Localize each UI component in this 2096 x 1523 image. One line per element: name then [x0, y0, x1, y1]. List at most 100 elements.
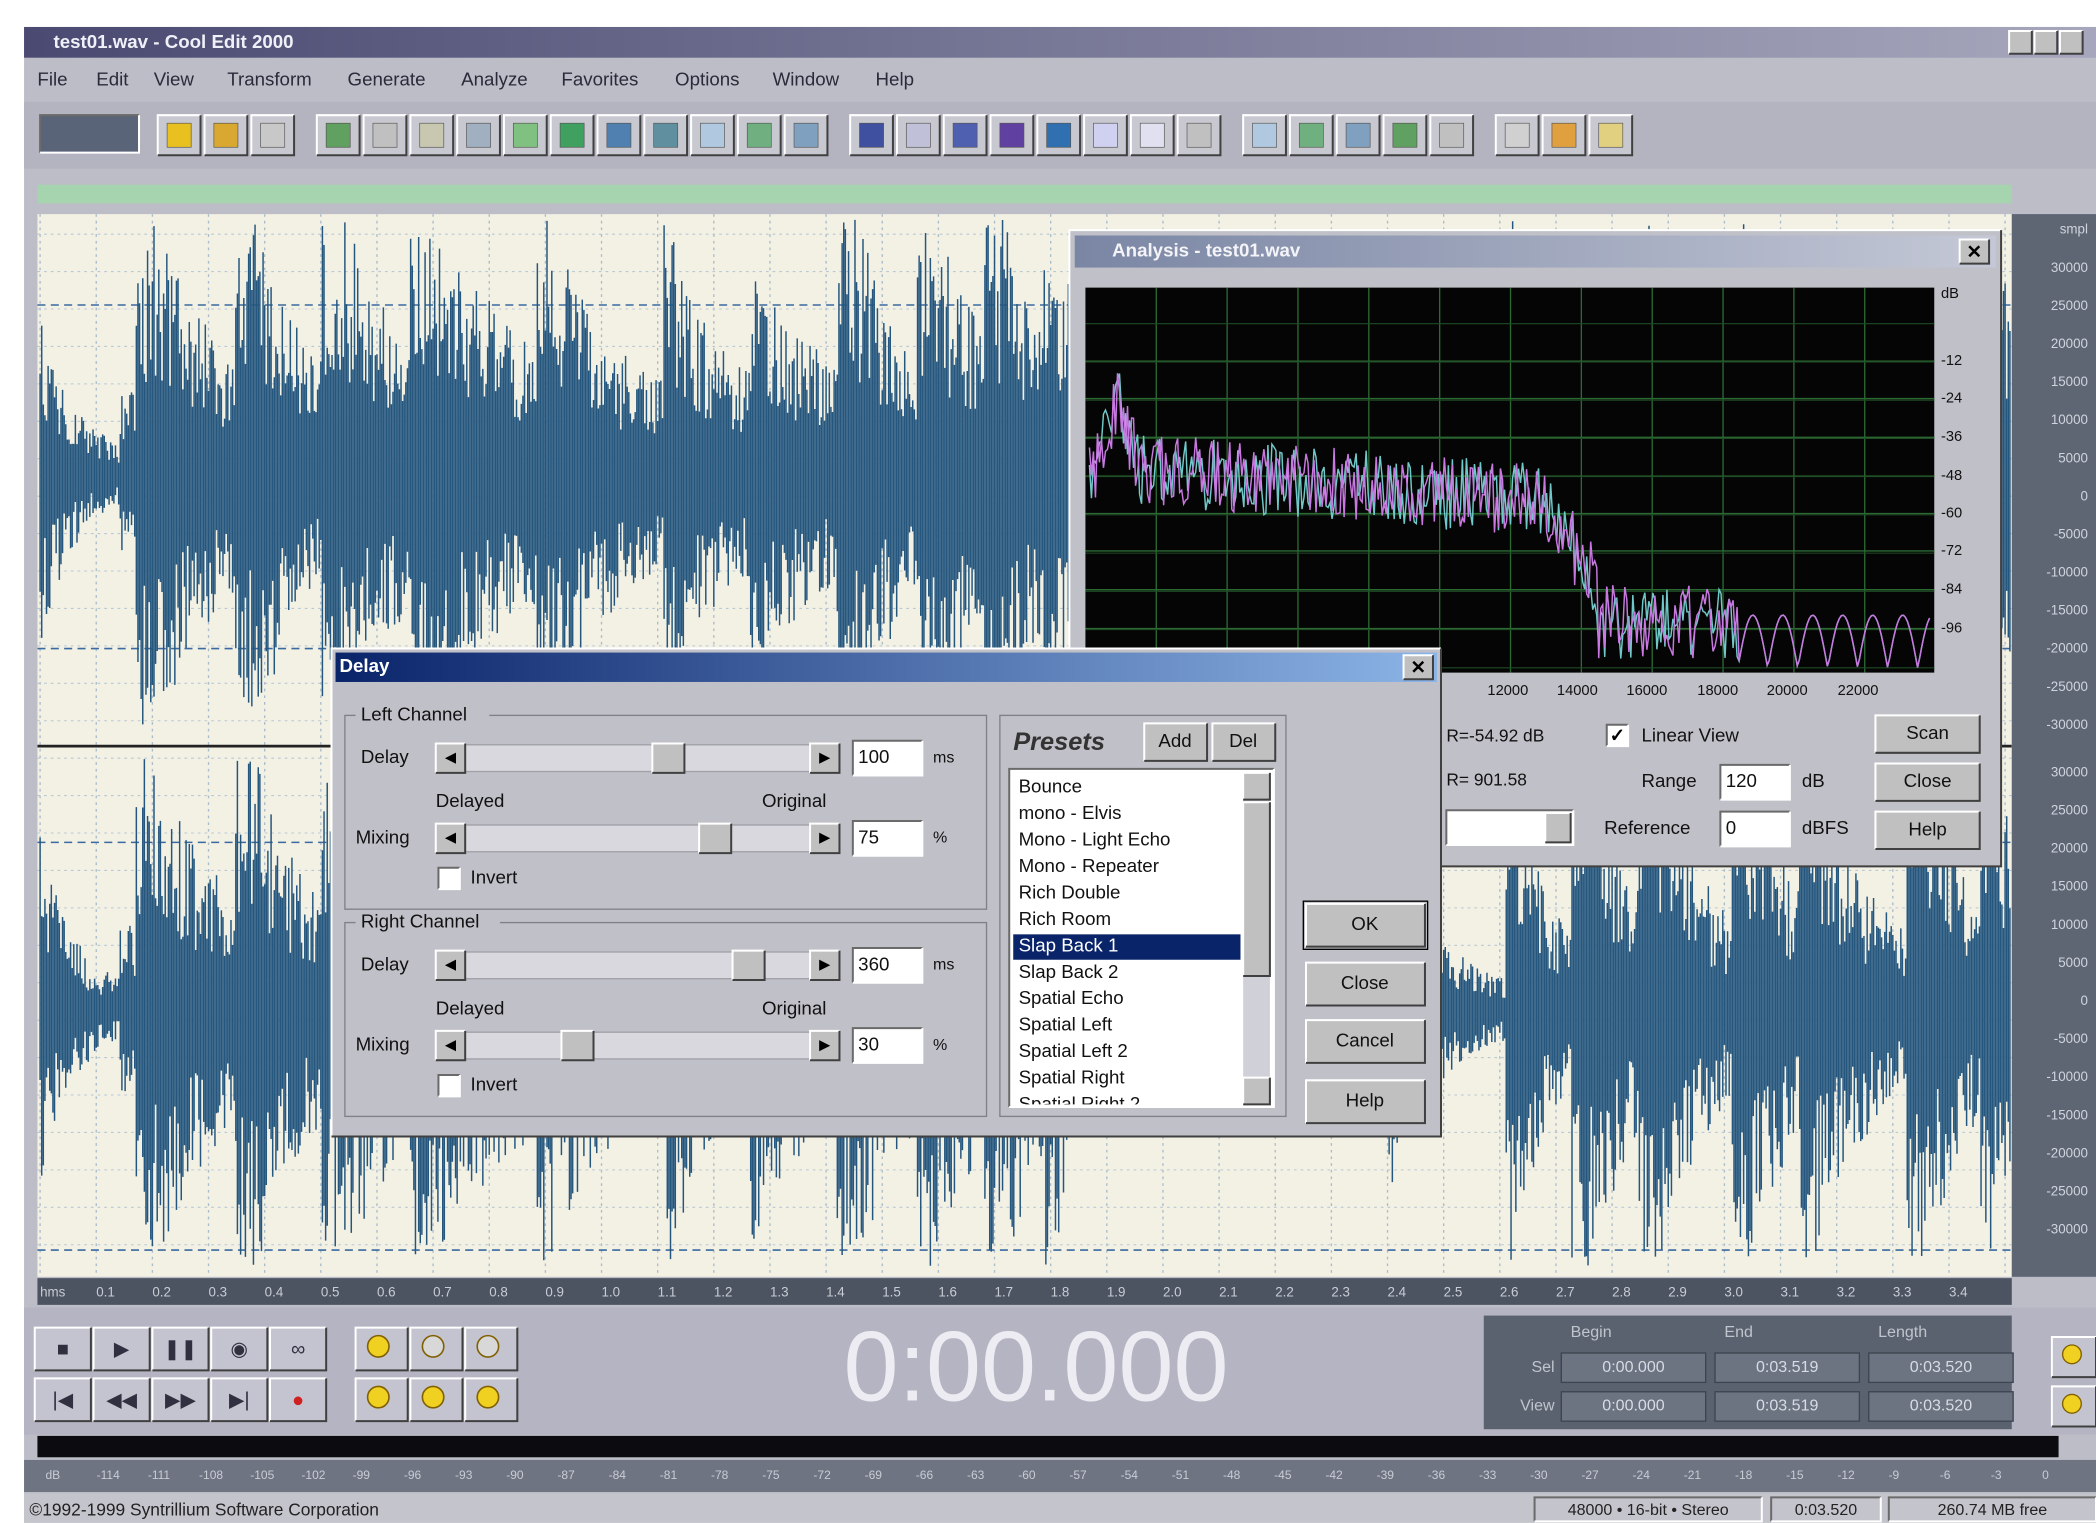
level-scale-label: -105 — [250, 1468, 274, 1482]
menu-item[interactable]: View — [154, 68, 195, 89]
menu-item[interactable]: Generate — [348, 68, 426, 89]
db-label: -96 — [1941, 620, 1962, 636]
maximize-button[interactable] — [2035, 31, 2058, 54]
delay-value[interactable]: 360 — [858, 953, 889, 974]
menu-item[interactable]: Options — [675, 68, 739, 89]
delay-title: Delay — [340, 655, 391, 676]
toolbar-icon — [953, 123, 977, 147]
toolbar-icon — [1552, 123, 1576, 147]
slider-thumb[interactable] — [699, 824, 731, 853]
preset-item[interactable]: Mono - Repeater — [1019, 855, 1159, 876]
invert-label[interactable]: Invert — [471, 1074, 519, 1095]
invert-checkbox[interactable] — [438, 868, 459, 889]
menu-item[interactable]: Favorites — [561, 68, 638, 89]
analysis-button-label[interactable]: Close — [1904, 770, 1952, 791]
ruler-label: 25000 — [2051, 802, 2088, 817]
timeline-label: 0.3 — [209, 1284, 228, 1299]
level-scale-label: -33 — [1479, 1468, 1497, 1482]
time-display: 0:00.000 — [843, 1311, 1228, 1422]
range-unit: dB — [1802, 770, 1825, 791]
toolbar-icon — [1393, 123, 1417, 147]
level-scale-label: -81 — [660, 1468, 678, 1482]
ruler-label: 0 — [2081, 488, 2088, 503]
mixing-value[interactable]: 30 — [858, 1033, 879, 1054]
scroll-up[interactable] — [1243, 773, 1270, 800]
selection-header: End — [1724, 1323, 1753, 1341]
scroll-down[interactable] — [1243, 1078, 1270, 1105]
dialog-button-label[interactable]: Close — [1341, 972, 1389, 993]
ruler-label: -30000 — [2046, 1222, 2088, 1237]
scroll-up-face — [1243, 773, 1270, 800]
ruler-label: -30000 — [2046, 717, 2088, 732]
timeline-label: 3.3 — [1893, 1284, 1912, 1299]
mixing-label: Mixing — [356, 826, 410, 847]
timeline-label: 3.0 — [1724, 1284, 1743, 1299]
invert-checkbox-face — [438, 1075, 459, 1096]
slider-thumb[interactable] — [733, 951, 765, 980]
slider-thumb[interactable] — [561, 1031, 593, 1060]
dialog-button-label[interactable]: Cancel — [1336, 1029, 1394, 1050]
menu-item[interactable]: Edit — [96, 68, 129, 89]
invert-label[interactable]: Invert — [471, 866, 519, 887]
db-label: -48 — [1941, 468, 1962, 484]
dropdown-arrow[interactable] — [1545, 813, 1570, 842]
delayed-label: Delayed — [436, 997, 505, 1018]
preset-item[interactable]: Rich Room — [1019, 908, 1112, 929]
zoom-icon — [422, 1386, 443, 1407]
delay-value[interactable]: 100 — [858, 746, 889, 767]
menu-item[interactable]: Help — [876, 68, 914, 89]
slider-thumb-face — [699, 824, 731, 853]
mixing-value[interactable]: 75 — [858, 826, 879, 847]
timeline-label: 0.6 — [377, 1284, 396, 1299]
preset-del-label[interactable]: Del — [1229, 730, 1257, 751]
zoom-icon — [2063, 1394, 2082, 1413]
group-label: Right Channel — [361, 911, 480, 932]
status-copyright: ©1992-1999 Syntrillium Software Corporat… — [29, 1499, 379, 1519]
preset-item[interactable]: Spatial Left — [1019, 1014, 1113, 1035]
mixing-unit: % — [933, 1036, 947, 1054]
level-scale-label: -42 — [1325, 1468, 1343, 1482]
close-glyph: ✕ — [1410, 657, 1426, 678]
analysis-button-label[interactable]: Help — [1908, 818, 1946, 839]
preset-item[interactable]: Slap Back 2 — [1019, 961, 1119, 982]
invert-checkbox[interactable] — [438, 1075, 459, 1096]
preset-item[interactable]: Spatial Right — [1019, 1067, 1126, 1088]
preset-item[interactable]: mono - Elvis — [1019, 802, 1122, 823]
timeline-label: 0.1 — [96, 1284, 115, 1299]
preset-item[interactable]: Rich Double — [1019, 881, 1121, 902]
status-text: 48000 • 16-bit • Stereo — [1568, 1501, 1729, 1519]
preset-item[interactable]: Spatial Left 2 — [1019, 1040, 1128, 1061]
close-button[interactable] — [2060, 31, 2083, 54]
preset-item[interactable]: Bounce — [1019, 776, 1082, 797]
timeline-label: 2.8 — [1612, 1284, 1631, 1299]
timeline-label: 3.2 — [1837, 1284, 1856, 1299]
level-scale-label: -36 — [1428, 1468, 1446, 1482]
toolbar-icon — [261, 123, 285, 147]
scroll-thumb[interactable] — [1243, 802, 1270, 976]
ruler-label: -25000 — [2046, 679, 2088, 694]
transport-icon: ∞ — [291, 1339, 305, 1361]
timeline-label: 1.1 — [658, 1284, 677, 1299]
ruler-label: -20000 — [2046, 641, 2088, 656]
slider-thumb[interactable] — [652, 743, 684, 772]
preset-add-label[interactable]: Add — [1158, 730, 1191, 751]
toolbar-icon — [1440, 123, 1464, 147]
ruler-label: -5000 — [2054, 1031, 2088, 1046]
level-scale-label: -75 — [762, 1468, 780, 1482]
toolbar-icon — [420, 123, 444, 147]
preset-item[interactable]: Slap Back 1 — [1019, 934, 1119, 955]
menu-item[interactable]: Analyze — [461, 68, 528, 89]
preset-item[interactable]: Spatial Echo — [1019, 987, 1124, 1008]
menu-item[interactable]: File — [37, 68, 67, 89]
menu-item[interactable]: Transform — [227, 68, 312, 89]
tool-display — [40, 115, 139, 152]
close-button-face — [2060, 31, 2083, 54]
zoom-icon — [2063, 1345, 2082, 1364]
analysis-button-label[interactable]: Scan — [1906, 722, 1949, 743]
minimize-button[interactable] — [2009, 31, 2032, 54]
preset-item[interactable]: Mono - Light Echo — [1019, 828, 1171, 849]
menu-item[interactable]: Window — [773, 68, 840, 89]
reference-value: 0 — [1726, 817, 1736, 838]
dialog-button-label[interactable]: OK — [1351, 913, 1379, 934]
dialog-button-label[interactable]: Help — [1346, 1090, 1384, 1111]
